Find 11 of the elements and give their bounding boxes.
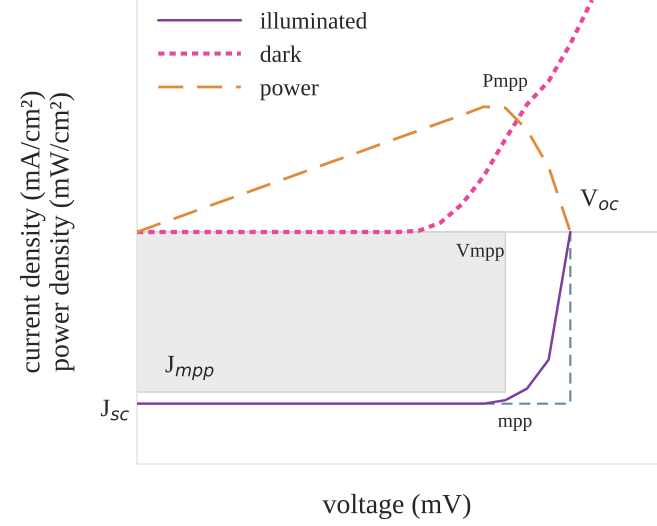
legend-label: power bbox=[260, 84, 319, 100]
annotation: Vmpp bbox=[456, 244, 504, 261]
annotation: J$_{mpp}$ bbox=[166, 356, 214, 380]
legend-label: illuminated bbox=[260, 12, 368, 29]
annotation: V$_{oc}$ bbox=[580, 189, 618, 210]
x-axis-title: voltage (mV) bbox=[322, 494, 470, 520]
annotation: Pmpp bbox=[483, 74, 528, 91]
text: mpp bbox=[498, 418, 532, 432]
text: J$_{sc}$ bbox=[100, 400, 129, 420]
y-axis-title: current density (mA/cm²) power density (mW/cm²) bbox=[20, 92, 74, 372]
legend-label: dark bbox=[260, 45, 302, 62]
